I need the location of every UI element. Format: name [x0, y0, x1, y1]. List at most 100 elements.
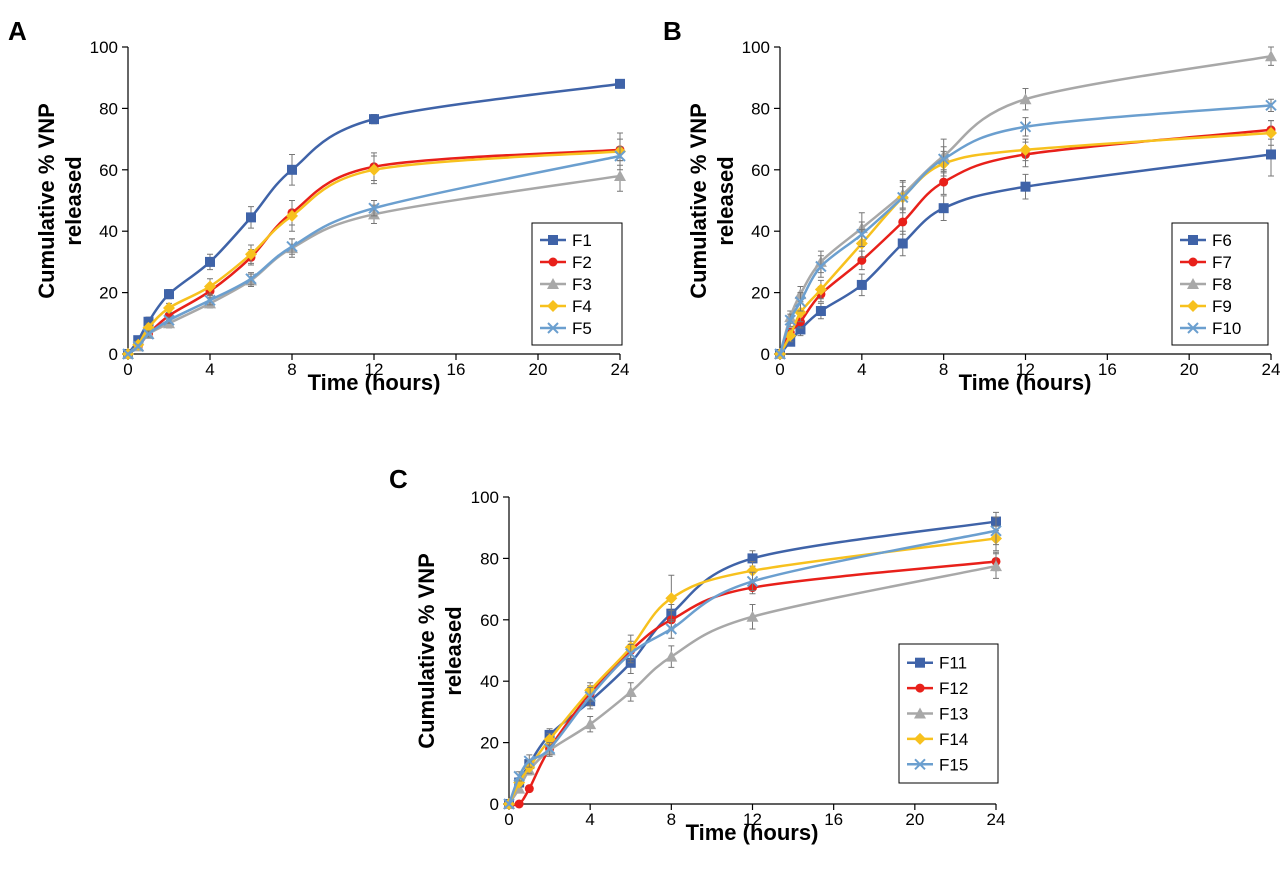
- x-tick-label: 16: [824, 810, 843, 829]
- y-tick-label: 40: [99, 222, 118, 241]
- y-tick-label: 100: [90, 38, 118, 57]
- data-point: [523, 755, 535, 767]
- legend-marker: [915, 657, 925, 668]
- data-point: [132, 340, 144, 353]
- y-tick-label: 20: [99, 284, 118, 303]
- data-point: [584, 690, 596, 703]
- legend-label: F1: [572, 231, 592, 250]
- x-tick-label: 0: [775, 360, 784, 379]
- data-point: [514, 799, 524, 809]
- x-tick-label: 24: [1262, 360, 1281, 379]
- y-tick-label: 80: [751, 99, 770, 118]
- legend-marker: [548, 235, 558, 245]
- x-tick-label: 8: [939, 360, 948, 379]
- data-point: [163, 301, 175, 314]
- x-tick-label: 0: [123, 360, 132, 379]
- legend-marker: [1188, 257, 1198, 267]
- x-tick-label: 12: [1016, 360, 1035, 379]
- y-tick-label: 60: [480, 611, 499, 630]
- y-tick-label: 40: [480, 672, 499, 691]
- data-point: [665, 650, 678, 662]
- legend-label: F10: [1212, 319, 1241, 338]
- data-point: [746, 564, 759, 577]
- data-point: [815, 306, 826, 317]
- series-f15: [503, 516, 1002, 810]
- series-line: [126, 82, 621, 355]
- x-tick-label: 4: [857, 360, 866, 379]
- data-point: [1019, 143, 1032, 156]
- y-tick-label: 20: [480, 734, 499, 753]
- data-point: [774, 348, 786, 360]
- legend: F1 F2 F3 F4 F5: [531, 222, 623, 346]
- data-point: [286, 209, 298, 222]
- data-point: [938, 203, 949, 214]
- data-point: [163, 314, 175, 326]
- legend-marker: [1187, 300, 1199, 312]
- data-point: [245, 273, 257, 285]
- data-point: [1265, 126, 1277, 139]
- data-point: [1019, 121, 1032, 133]
- data-point: [1020, 181, 1031, 192]
- x-axis-title: Time (hours): [686, 820, 819, 845]
- chart-panel-c: C 0 20 40 60 80 100 0 4 8 12 16 20 24 Time (hours) Cumu…: [389, 464, 1005, 845]
- data-point: [990, 560, 1002, 572]
- data-point: [142, 328, 155, 340]
- y-tick-label: 100: [471, 488, 499, 507]
- series-line: [507, 529, 997, 805]
- data-point: [246, 212, 256, 223]
- legend-label: F8: [1212, 275, 1232, 294]
- y-tick-label: 40: [751, 222, 770, 241]
- data-point: [815, 260, 827, 273]
- series-line: [507, 537, 997, 805]
- y-axis-title: Cumulative % VNPreleased: [686, 103, 738, 299]
- data-point: [1265, 50, 1277, 62]
- legend-marker: [915, 683, 925, 693]
- legend-label: F12: [939, 679, 968, 698]
- legend-label: F6: [1212, 231, 1232, 250]
- panel-letter: B: [663, 16, 682, 46]
- y-tick-label: 0: [490, 795, 499, 814]
- data-point: [369, 114, 379, 125]
- data-point: [164, 289, 174, 300]
- legend-marker: [1188, 235, 1198, 245]
- legend-label: F14: [939, 730, 968, 749]
- series-f5: [122, 146, 626, 360]
- series-line: [778, 54, 1272, 355]
- legend-marker: [914, 707, 926, 719]
- x-axis-title: Time (hours): [959, 370, 1092, 395]
- data-point: [747, 553, 758, 564]
- data-point: [746, 575, 759, 588]
- x-tick-label: 20: [1180, 360, 1199, 379]
- legend-label: F5: [572, 319, 592, 338]
- data-point: [898, 217, 908, 227]
- legend-label: F15: [939, 755, 968, 774]
- legend-marker: [914, 732, 926, 745]
- x-tick-label: 12: [365, 360, 384, 379]
- x-tick-label: 20: [529, 360, 548, 379]
- y-tick-label: 80: [99, 99, 118, 118]
- data-point: [897, 238, 908, 249]
- data-point: [939, 177, 949, 187]
- data-point: [625, 647, 637, 660]
- legend-marker: [548, 257, 558, 267]
- data-point: [524, 784, 534, 794]
- legend-label: F13: [939, 705, 968, 724]
- data-point: [856, 279, 867, 290]
- legend-marker: [547, 278, 559, 289]
- data-point: [795, 324, 806, 335]
- data-point: [204, 280, 216, 293]
- data-point: [1019, 93, 1032, 105]
- data-point: [665, 592, 678, 605]
- data-point: [1266, 149, 1276, 160]
- data-point: [897, 191, 909, 204]
- data-point: [784, 314, 796, 326]
- x-tick-label: 8: [667, 810, 676, 829]
- data-point: [122, 348, 134, 360]
- legend-label: F7: [1212, 253, 1232, 272]
- data-point: [205, 256, 215, 267]
- y-tick-label: 80: [480, 549, 499, 568]
- x-tick-label: 16: [1098, 360, 1117, 379]
- series-line: [778, 104, 1272, 355]
- data-point: [584, 718, 597, 730]
- y-axis-title: Cumulative % VNPreleased: [34, 103, 86, 299]
